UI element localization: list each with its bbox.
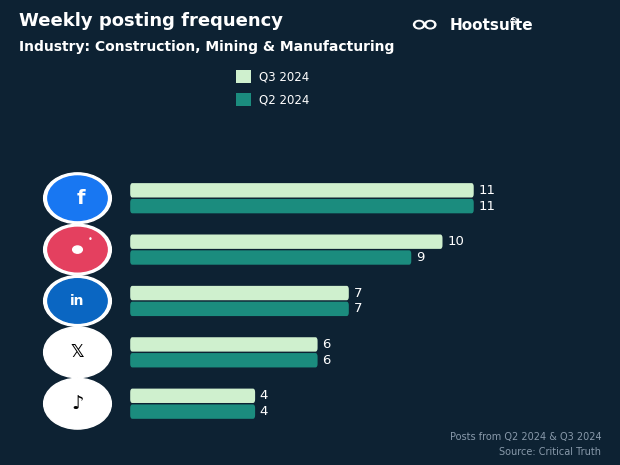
Text: 𝕏: 𝕏 bbox=[71, 343, 84, 361]
Text: 6: 6 bbox=[322, 354, 330, 367]
FancyBboxPatch shape bbox=[130, 302, 349, 316]
Text: Q3 2024: Q3 2024 bbox=[259, 70, 309, 83]
Text: ♪: ♪ bbox=[71, 394, 84, 413]
Text: Hootsuite: Hootsuite bbox=[450, 18, 533, 33]
Text: 4: 4 bbox=[260, 405, 268, 418]
Text: 9: 9 bbox=[416, 251, 424, 264]
Text: 4: 4 bbox=[260, 389, 268, 402]
Text: 11: 11 bbox=[479, 199, 495, 213]
Text: 7: 7 bbox=[353, 302, 362, 315]
Text: 11: 11 bbox=[479, 184, 495, 197]
Text: Weekly posting frequency: Weekly posting frequency bbox=[19, 12, 283, 30]
FancyBboxPatch shape bbox=[130, 405, 255, 419]
FancyBboxPatch shape bbox=[130, 389, 255, 403]
FancyBboxPatch shape bbox=[130, 286, 349, 300]
FancyBboxPatch shape bbox=[130, 250, 411, 265]
Text: f: f bbox=[76, 189, 85, 208]
Text: in: in bbox=[70, 294, 85, 308]
FancyBboxPatch shape bbox=[130, 337, 317, 352]
Text: 7: 7 bbox=[353, 286, 362, 299]
Text: Q2 2024: Q2 2024 bbox=[259, 93, 309, 106]
Text: 6: 6 bbox=[322, 338, 330, 351]
FancyBboxPatch shape bbox=[130, 183, 474, 198]
FancyBboxPatch shape bbox=[130, 199, 474, 213]
Text: Industry: Construction, Mining & Manufacturing: Industry: Construction, Mining & Manufac… bbox=[19, 40, 394, 53]
FancyBboxPatch shape bbox=[130, 353, 317, 367]
FancyBboxPatch shape bbox=[130, 234, 443, 249]
Text: ®: ® bbox=[508, 17, 518, 27]
Text: •: • bbox=[88, 235, 93, 244]
Text: Posts from Q2 2024 & Q3 2024: Posts from Q2 2024 & Q3 2024 bbox=[450, 432, 601, 442]
Text: 10: 10 bbox=[447, 235, 464, 248]
Text: Source: Critical Truth: Source: Critical Truth bbox=[499, 447, 601, 458]
